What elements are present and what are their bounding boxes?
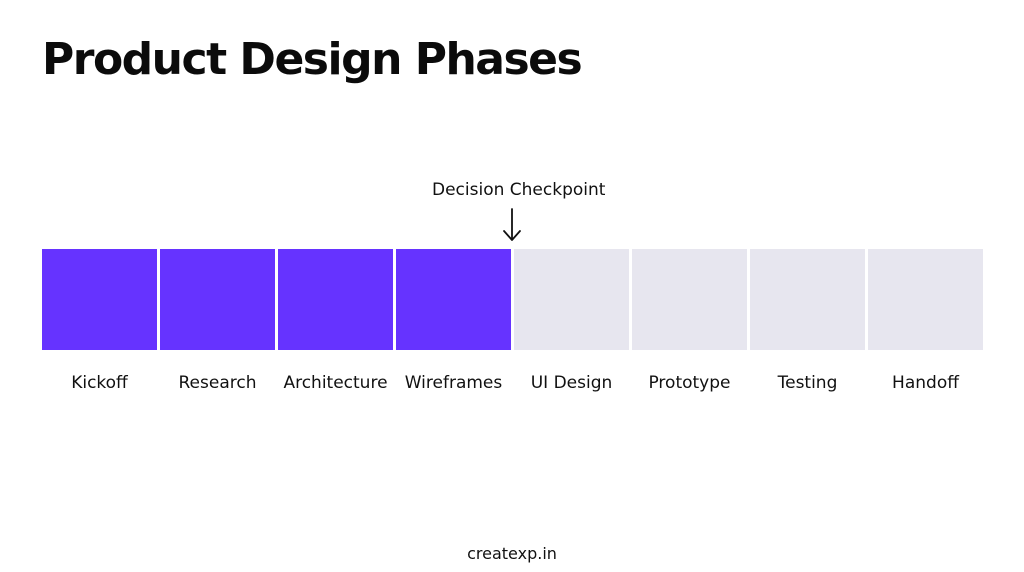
arrow-down-icon xyxy=(503,208,521,241)
checkpoint-label: Decision Checkpoint xyxy=(432,180,606,200)
phase-label: Wireframes xyxy=(404,373,503,393)
phase-label: Testing xyxy=(777,373,838,393)
phase-wireframes: Wireframes xyxy=(396,249,511,393)
decision-checkpoint: Decision Checkpoint xyxy=(432,180,622,241)
phase-label: Research xyxy=(178,373,257,393)
phase-label: UI Design xyxy=(530,373,613,393)
phase-label: Handoff xyxy=(892,373,959,393)
footer-link[interactable]: createxp.in xyxy=(467,544,557,563)
page-title: Product Design Phases xyxy=(42,34,583,85)
phase-handoff: Handoff xyxy=(868,249,983,393)
phase-prototype: Prototype xyxy=(632,249,747,393)
phase-block xyxy=(514,249,629,350)
phase-block xyxy=(750,249,865,350)
phase-block xyxy=(160,249,275,350)
phase-testing: Testing xyxy=(750,249,865,393)
phase-block xyxy=(868,249,983,350)
phase-block xyxy=(396,249,511,350)
phase-label: Kickoff xyxy=(71,373,128,393)
phase-block xyxy=(632,249,747,350)
phase-architecture: Architecture xyxy=(278,249,393,393)
phase-kickoff: Kickoff xyxy=(42,249,157,393)
phase-timeline: Kickoff Research Architecture Wireframes… xyxy=(42,249,983,393)
phase-research: Research xyxy=(160,249,275,393)
phase-ui-design: UI Design xyxy=(514,249,629,393)
phase-label: Prototype xyxy=(648,373,731,393)
phase-block xyxy=(278,249,393,350)
phase-label: Architecture xyxy=(283,373,388,393)
phase-block xyxy=(42,249,157,350)
